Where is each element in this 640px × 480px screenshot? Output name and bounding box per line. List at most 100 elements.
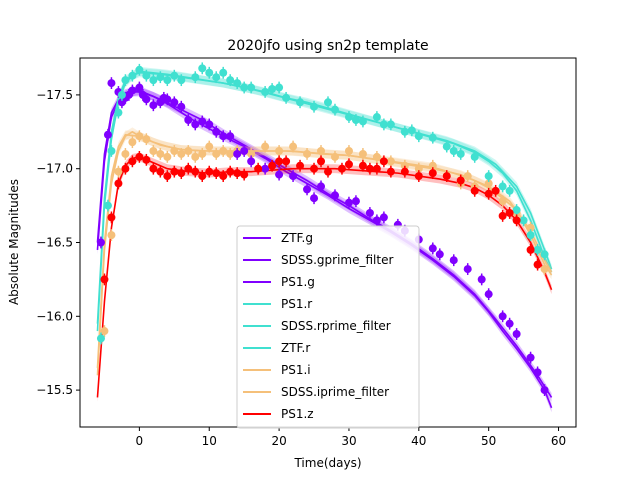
data-point-ps1-z-points [337, 164, 346, 173]
data-point-ps1-i [414, 164, 423, 173]
data-point-ztf-r [484, 172, 493, 181]
x-tick-label: 20 [271, 434, 286, 448]
data-point-ps1-i [142, 135, 151, 144]
data-point-ps1-z-points [428, 169, 437, 178]
data-point-ztf-r [505, 186, 514, 195]
data-point-ps1-i [128, 138, 137, 147]
series-line-sdss-rprime-filter [96, 70, 553, 324]
legend-entry: ZTF.r [281, 341, 310, 355]
data-point-ps1-g [484, 290, 493, 299]
data-point-ps1-g [107, 79, 116, 88]
data-point-ps1-g [498, 312, 507, 321]
band-ps1-r [97, 68, 552, 336]
data-point-ztf-r [533, 245, 542, 254]
data-point-ps1-i [526, 223, 535, 232]
data-point-ps1-z-points [379, 157, 388, 166]
data-point-ps1-g [317, 182, 326, 191]
data-point-ps1-z-points [310, 164, 319, 173]
data-point-ztf-r [358, 117, 367, 126]
data-point-ztf-r [121, 76, 130, 85]
data-point-ps1-z-points [491, 186, 500, 195]
data-point-ztf-r [324, 98, 332, 107]
data-point-ztf-r [107, 146, 116, 155]
data-point-ps1-g [212, 127, 221, 136]
data-point-ps1-g [463, 265, 472, 274]
data-point-ps1-g [344, 198, 353, 207]
data-point-ps1-i [498, 197, 507, 206]
data-point-ztf-r [233, 79, 242, 88]
legend: ZTF.g SDSS.gprime_filter PS1.g PS1.r SDSS.rp… [236, 225, 420, 429]
y-tick-label: −17.5 [36, 88, 73, 102]
y-tick-label: −17.0 [36, 162, 73, 176]
legend-entry: PS1.r [281, 297, 312, 311]
data-point-ps1-g [540, 386, 549, 395]
legend-entry: ZTF.g [281, 231, 313, 245]
data-point-ps1-z-points [170, 167, 179, 176]
data-point-ps1-g [512, 330, 521, 339]
data-point-ps1-z-points [254, 164, 263, 173]
data-point-ps1-g [289, 172, 298, 181]
data-point-ps1-g [198, 117, 207, 126]
data-point-ps1-g [428, 244, 437, 253]
data-point-ps1-z-points [142, 155, 151, 164]
data-point-ps1-g [379, 213, 388, 222]
data-point-ps1-z-points [268, 161, 277, 170]
data-point-ps1-i [226, 149, 235, 158]
legend-entry: PS1.z [281, 407, 314, 421]
y-tick-label: −16.5 [36, 236, 73, 250]
data-point-ps1-g [184, 115, 193, 124]
data-point-ps1-z-points [107, 213, 116, 222]
data-point-ps1-i [275, 146, 284, 155]
data-point-ps1-z-points [275, 157, 284, 166]
data-point-ps1-i [135, 132, 144, 141]
data-point-ztf-r [344, 113, 353, 122]
data-point-ps1-z-points [226, 167, 235, 176]
data-point-ps1-i [205, 142, 214, 151]
data-point-ps1-i [212, 149, 221, 158]
data-point-ps1-i [358, 149, 367, 158]
x-axis: 0 10 20 30 40 50 60 [136, 427, 566, 448]
data-point-ps1-z-points [317, 157, 326, 166]
data-point-ps1-g [103, 130, 112, 139]
chart-title: 2020jfo using sn2p template [227, 38, 428, 54]
y-tick-label: −16.0 [36, 309, 73, 323]
data-point-ztf-r [149, 76, 158, 85]
data-point-ps1-i [428, 161, 437, 170]
data-point-ps1-g [128, 86, 137, 95]
data-point-ps1-z-points [198, 172, 207, 181]
data-point-ps1-z-points [442, 172, 451, 181]
data-point-ps1-i [303, 149, 312, 158]
data-point-ps1-i [177, 149, 186, 158]
data-point-ps1-z-points [205, 167, 214, 176]
data-point-ps1-g [219, 132, 228, 141]
data-point-ztf-r [212, 73, 221, 82]
data-point-ps1-i [107, 231, 116, 240]
data-point-ps1-g [226, 132, 235, 141]
data-point-ps1-z-points [386, 167, 395, 176]
data-point-ztf-r [135, 65, 144, 74]
data-point-ztf-r [512, 206, 521, 215]
data-point-ps1-g [142, 95, 151, 104]
data-point-ps1-z-points [135, 152, 144, 161]
data-point-ps1-i [184, 146, 193, 155]
data-point-ztf-r [219, 68, 228, 77]
data-point-ps1-i [149, 146, 158, 155]
data-point-ps1-i [114, 167, 123, 176]
data-point-ps1-z-points [358, 161, 367, 170]
data-point-ztf-r [103, 201, 112, 210]
data-point-ps1-z-points [191, 167, 200, 176]
data-point-ps1-g [351, 197, 360, 206]
x-axis-title: Time(days) [293, 456, 361, 470]
data-point-ps1-g [240, 146, 249, 155]
y-axis-title: Absolute Magnitudes [7, 179, 21, 305]
data-point-ps1-g [170, 98, 179, 107]
data-point-ps1-g [135, 83, 144, 92]
data-point-ps1-z-points [526, 245, 535, 254]
data-point-ps1-g [247, 157, 256, 166]
data-point-ztf-r [428, 133, 437, 142]
legend-entry: SDSS.gprime_filter [281, 253, 393, 267]
data-point-ztf-r [268, 84, 277, 93]
data-point-ps1-i [247, 149, 256, 158]
plot-content [96, 62, 553, 413]
